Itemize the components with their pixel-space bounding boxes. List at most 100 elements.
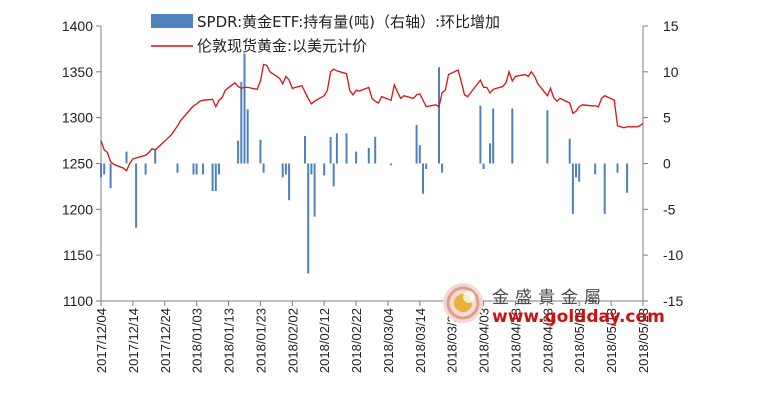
etf-bar bbox=[345, 133, 348, 164]
x-tick-label: 2018/05/03 bbox=[572, 308, 587, 373]
x-tick-label: 2018/05/23 bbox=[636, 308, 651, 373]
etf-bar bbox=[246, 109, 249, 164]
etf-bar bbox=[304, 136, 306, 164]
etf-bar bbox=[154, 149, 157, 164]
etf-bar bbox=[135, 163, 138, 228]
etf-bar bbox=[100, 163, 102, 178]
etf-bar bbox=[578, 163, 581, 182]
etf-bar bbox=[176, 163, 179, 173]
etf-bar bbox=[214, 163, 217, 191]
etf-bar bbox=[355, 151, 358, 164]
left-tick-label: 1300 bbox=[62, 110, 93, 126]
etf-bar bbox=[262, 163, 265, 173]
right-tick-label: 15 bbox=[663, 18, 679, 34]
right-tick-label: 5 bbox=[663, 110, 671, 126]
logo-icon bbox=[443, 283, 483, 323]
etf-bar bbox=[288, 163, 291, 201]
x-tick-label: 2017/12/24 bbox=[158, 308, 173, 373]
etf-bar bbox=[195, 163, 198, 175]
x-tick-label: 2018/03/24 bbox=[445, 308, 460, 373]
x-tick-label: 2017/12/14 bbox=[126, 308, 141, 373]
left-tick-label: 1150 bbox=[63, 247, 93, 263]
etf-bar bbox=[511, 108, 514, 164]
watermark-url: www.goldday.com bbox=[492, 307, 665, 327]
etf-change-bars bbox=[100, 53, 629, 274]
etf-bar bbox=[390, 163, 393, 166]
etf-bar bbox=[240, 81, 243, 164]
etf-bar bbox=[218, 163, 220, 175]
x-tick-label: 2018/01/23 bbox=[253, 308, 268, 373]
etf-bar bbox=[335, 133, 338, 164]
left-tick-label: 1250 bbox=[62, 156, 93, 172]
etf-bar bbox=[202, 163, 204, 175]
etf-bar bbox=[103, 163, 106, 175]
etf-bar bbox=[281, 163, 284, 178]
left-tick-label: 1400 bbox=[62, 18, 93, 34]
x-tick-label: 2018/04/23 bbox=[540, 308, 555, 373]
x-tick-label: 2018/03/04 bbox=[381, 308, 396, 373]
etf-bar bbox=[374, 136, 377, 164]
etf-bar bbox=[492, 108, 495, 164]
right-tick-label: 0 bbox=[663, 156, 671, 172]
x-tick-label: 2018/05/13 bbox=[604, 308, 619, 373]
x-tick-label: 2018/03/14 bbox=[413, 308, 428, 373]
etf-bar bbox=[568, 138, 571, 164]
gold-price-line-layer bbox=[100, 63, 644, 172]
etf-bar bbox=[546, 110, 549, 164]
watermark: 金盛貴金屬 www.goldday.com bbox=[443, 283, 665, 327]
etf-bar bbox=[571, 163, 574, 214]
axes: 1400 1350 1300 1250 1200 1150 1100 15 10 5 0 -5 -10 -… bbox=[62, 18, 684, 373]
legend-swatch-bar bbox=[151, 14, 193, 28]
etf-bar bbox=[313, 163, 316, 217]
etf-bar bbox=[594, 163, 597, 175]
right-tick-label: 10 bbox=[663, 64, 679, 80]
etf-bar bbox=[259, 139, 262, 164]
etf-bar bbox=[626, 163, 629, 193]
etf-bar bbox=[284, 163, 287, 175]
etf-bar bbox=[441, 163, 444, 173]
left-tick-label: 1200 bbox=[62, 201, 93, 217]
legend-label-etf: SPDR:黄金ETF:持有量(吨)（右轴）:环比增加 bbox=[197, 13, 500, 31]
etf-bar bbox=[192, 163, 195, 175]
etf-bar bbox=[489, 143, 491, 164]
x-tick-label: 2018/01/13 bbox=[222, 308, 237, 373]
etf-bar bbox=[603, 163, 606, 214]
etf-bar bbox=[438, 67, 440, 164]
etf-bar bbox=[243, 53, 246, 164]
etf-bar bbox=[109, 163, 112, 189]
etf-bar bbox=[323, 163, 326, 176]
etf-bar bbox=[415, 125, 418, 164]
etf-bar bbox=[307, 163, 310, 274]
etf-bar bbox=[418, 145, 421, 164]
etf-bar bbox=[616, 163, 619, 173]
etf-bar bbox=[425, 163, 428, 169]
etf-bar bbox=[310, 163, 313, 175]
etf-bar bbox=[211, 163, 214, 191]
etf-bar bbox=[367, 147, 370, 164]
x-tick-label: 2018/01/03 bbox=[190, 308, 205, 373]
etf-bar bbox=[332, 163, 335, 187]
gold-price-line bbox=[100, 63, 644, 172]
etf-bar bbox=[479, 105, 482, 164]
etf-bar bbox=[422, 163, 424, 194]
etf-bar bbox=[144, 163, 147, 175]
left-tick-label: 1350 bbox=[62, 64, 93, 80]
x-tick-label: 2018/02/22 bbox=[349, 308, 364, 373]
etf-bar bbox=[125, 151, 128, 164]
right-tick-label: -5 bbox=[663, 201, 676, 217]
legend-label-gold: 伦敦现货黄金:以美元计价 bbox=[197, 37, 367, 55]
left-tick-label: 1100 bbox=[63, 293, 93, 309]
x-tick-label: 2018/02/12 bbox=[317, 308, 332, 373]
x-tick-label: 2018/04/03 bbox=[477, 308, 492, 373]
x-tick-label: 2017/12/04 bbox=[94, 308, 109, 373]
etf-bar bbox=[329, 136, 332, 164]
etf-bar bbox=[575, 163, 577, 178]
x-tick-label: 2018/02/02 bbox=[285, 308, 300, 373]
legend: SPDR:黄金ETF:持有量(吨)（右轴）:环比增加 伦敦现货黄金:以美元计价 bbox=[151, 13, 500, 55]
etf-bar bbox=[482, 163, 485, 169]
x-tick-label: 2018/04/13 bbox=[508, 308, 523, 373]
watermark-brand: 金盛貴金屬 bbox=[492, 288, 607, 308]
right-tick-label: -15 bbox=[663, 293, 683, 309]
right-tick-label: -10 bbox=[663, 247, 683, 263]
